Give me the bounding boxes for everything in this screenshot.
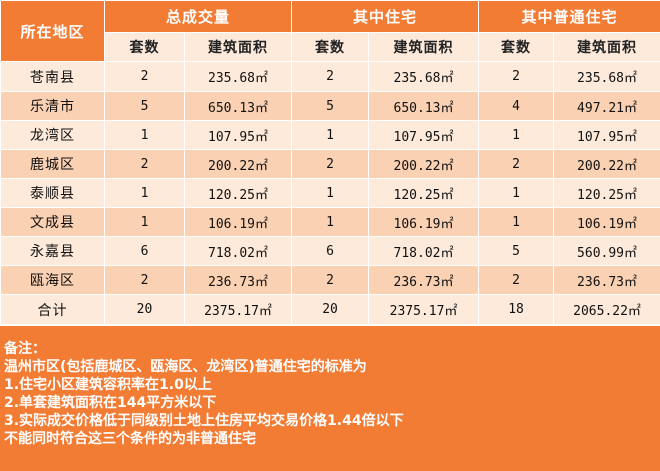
- region-cell: 龙湾区: [0, 120, 105, 150]
- table-row: 乐清市 5 650.13㎡ 5 650.13㎡ 4 497.21㎡: [0, 91, 660, 121]
- res-count-cell: 6: [291, 236, 370, 266]
- transaction-table: 所在地区 总成交量 其中住宅 其中普通住宅 套数 建筑面积 套数 建筑面积 套数…: [0, 0, 660, 325]
- region-cell: 泰顺县: [0, 178, 105, 208]
- res-area-cell: 235.68㎡: [368, 61, 480, 92]
- ord-area-cell: 560.99㎡: [553, 236, 660, 266]
- header-row-group: 所在地区 总成交量 其中住宅 其中普通住宅: [0, 0, 660, 62]
- ord-area-cell: 235.68㎡: [553, 61, 660, 92]
- res-count-cell: 1: [291, 207, 370, 237]
- table-row: 泰顺县 1 120.25㎡ 1 120.25㎡ 1 120.25㎡: [0, 178, 660, 208]
- total-area-cell: 650.13㎡: [183, 91, 293, 121]
- table-row: 苍南县 2 235.68㎡ 2 235.68㎡ 2 235.68㎡: [0, 61, 660, 92]
- region-cell: 鹿城区: [0, 149, 105, 179]
- total-area-cell: 236.73㎡: [183, 265, 293, 295]
- res-count-cell: 20: [291, 294, 370, 325]
- region-cell: 文成县: [0, 207, 105, 237]
- table-row: 龙湾区 1 107.95㎡ 1 107.95㎡ 1 107.95㎡: [0, 120, 660, 150]
- res-area-header: 建筑面积: [368, 32, 480, 62]
- res-count-cell: 1: [291, 120, 370, 150]
- total-area-cell: 120.25㎡: [183, 178, 293, 208]
- ord-count-cell: 1: [478, 120, 555, 150]
- ord-count-cell: 2: [478, 61, 555, 92]
- ord-area-cell: 236.73㎡: [553, 265, 660, 295]
- ord-area-cell: 497.21㎡: [553, 91, 660, 121]
- region-cell: 乐清市: [0, 91, 105, 121]
- total-area-cell: 106.19㎡: [183, 207, 293, 237]
- ord-count-cell: 1: [478, 178, 555, 208]
- ord-count-cell: 4: [478, 91, 555, 121]
- ordinary-residential-header: 其中普通住宅: [478, 0, 660, 33]
- table-row: 瓯海区 2 236.73㎡ 2 236.73㎡ 2 236.73㎡: [0, 265, 660, 295]
- total-area-cell: 200.22㎡: [183, 149, 293, 179]
- res-count-cell: 5: [291, 91, 370, 121]
- ord-count-cell: 1: [478, 207, 555, 237]
- ord-count-cell: 2: [478, 265, 555, 295]
- res-area-cell: 120.25㎡: [368, 178, 480, 208]
- total-count-cell: 5: [104, 91, 185, 121]
- res-area-cell: 107.95㎡: [368, 120, 480, 150]
- ord-count-header: 套数: [478, 32, 555, 62]
- res-count-cell: 2: [291, 149, 370, 179]
- total-area-cell: 2375.17㎡: [183, 294, 293, 325]
- table-row: 永嘉县 6 718.02㎡ 6 718.02㎡ 5 560.99㎡: [0, 236, 660, 266]
- notes-title: 备注：: [4, 341, 46, 357]
- notes-line: 1.住宅小区建筑容积率在1.0以上: [4, 377, 212, 393]
- region-cell: 瓯海区: [0, 265, 105, 295]
- region-cell: 苍南县: [0, 61, 105, 92]
- region-header: 所在地区: [0, 0, 105, 62]
- total-row: 合计 20 2375.17㎡ 20 2375.17㎡ 18 2065.22㎡: [0, 294, 660, 325]
- total-count-cell: 1: [104, 120, 185, 150]
- total-count-cell: 6: [104, 236, 185, 266]
- total-area-cell: 718.02㎡: [183, 236, 293, 266]
- res-area-cell: 236.73㎡: [368, 265, 480, 295]
- notes-panel: 备注： 温州市区(包括鹿城区、瓯海区、龙湾区)普通住宅的标准为 1.住宅小区建筑…: [0, 326, 660, 471]
- ord-count-cell: 5: [478, 236, 555, 266]
- notes-line: 2.单套建筑面积在144平方米以下: [4, 395, 217, 411]
- ord-count-cell: 18: [478, 294, 555, 325]
- table-row: 鹿城区 2 200.22㎡ 2 200.22㎡ 2 200.22㎡: [0, 149, 660, 179]
- ord-area-header: 建筑面积: [553, 32, 660, 62]
- notes-line: 3.实际成交价格低于同级别土地上住房平均交易价格1.44倍以下: [4, 413, 404, 429]
- res-area-cell: 2375.17㎡: [368, 294, 480, 325]
- table-row: 文成县 1 106.19㎡ 1 106.19㎡ 1 106.19㎡: [0, 207, 660, 237]
- total-area-cell: 235.68㎡: [183, 61, 293, 92]
- total-count-cell: 20: [104, 294, 185, 325]
- res-area-cell: 106.19㎡: [368, 207, 480, 237]
- res-area-cell: 650.13㎡: [368, 91, 480, 121]
- res-area-cell: 200.22㎡: [368, 149, 480, 179]
- total-count-cell: 1: [104, 207, 185, 237]
- total-count-header: 套数: [104, 32, 185, 62]
- ord-area-cell: 107.95㎡: [553, 120, 660, 150]
- total-area-cell: 107.95㎡: [183, 120, 293, 150]
- total-count-cell: 1: [104, 178, 185, 208]
- total-count-cell: 2: [104, 61, 185, 92]
- ord-count-cell: 2: [478, 149, 555, 179]
- total-area-header: 建筑面积: [183, 32, 293, 62]
- ord-area-cell: 106.19㎡: [553, 207, 660, 237]
- header-row-sub: 套数 建筑面积 套数 建筑面积 套数 建筑面积: [1, 32, 660, 62]
- total-count-cell: 2: [104, 149, 185, 179]
- region-cell: 永嘉县: [0, 236, 105, 266]
- total-trade-header: 总成交量: [103, 0, 293, 33]
- res-count-cell: 1: [291, 178, 370, 208]
- notes-line: 不能同时符合这三个条件的为非普通住宅: [4, 431, 256, 447]
- res-area-cell: 718.02㎡: [368, 236, 480, 266]
- ord-area-cell: 120.25㎡: [553, 178, 660, 208]
- ord-area-cell: 2065.22㎡: [553, 294, 660, 325]
- total-label-cell: 合计: [0, 294, 105, 325]
- total-count-cell: 2: [104, 265, 185, 295]
- res-count-cell: 2: [291, 61, 370, 92]
- res-count-header: 套数: [291, 32, 370, 62]
- notes-line: 温州市区(包括鹿城区、瓯海区、龙湾区)普通住宅的标准为: [4, 359, 367, 375]
- ord-area-cell: 200.22㎡: [553, 149, 660, 179]
- res-count-cell: 2: [291, 265, 370, 295]
- residential-header: 其中住宅: [291, 0, 480, 33]
